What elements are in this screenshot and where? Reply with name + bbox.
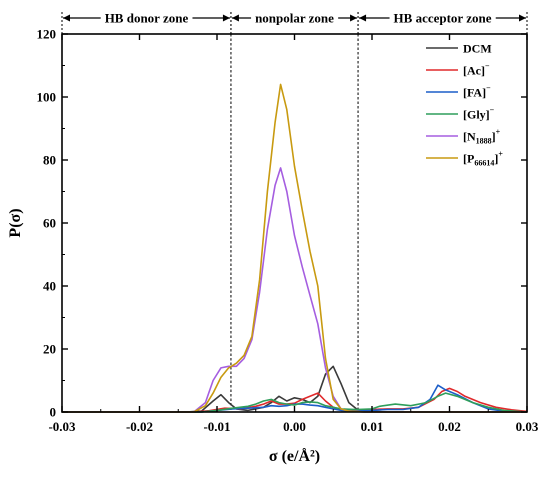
- zone-arrow-head-left: [231, 14, 239, 22]
- series-line-dcm: [62, 365, 527, 413]
- zone-label-bg: [100, 10, 193, 26]
- axis-layer: -0.03 -0.02 -0.01 0.00 0.01 0.02 0.03 0 20 40 60 80…: [7, 27, 539, 466]
- y-tick-label: 60: [43, 216, 56, 231]
- x-tick-label: -0.03: [48, 419, 76, 434]
- legend-label: [Gly]−: [463, 106, 495, 122]
- legend-label: DCM: [463, 42, 492, 56]
- zone-label: HB donor zone: [105, 11, 189, 26]
- zone-label-bg: [389, 10, 496, 26]
- zone-layer: HB donor zone nonpolar zone HB acceptor zo…: [61, 10, 528, 412]
- series-line-n: [62, 167, 527, 413]
- y-tick-label: 0: [50, 405, 57, 420]
- zone-arrow-head-left: [359, 14, 367, 22]
- y-axis-title: P(σ): [7, 208, 24, 237]
- plot-frame: [61, 33, 528, 413]
- legend-label: [N1888]+: [463, 128, 501, 146]
- x-tick-label: 0.02: [438, 419, 461, 434]
- zone-arrow-head-right: [350, 14, 358, 22]
- y-tick-label: 20: [43, 342, 56, 357]
- zone-label: HB acceptor zone: [394, 11, 492, 26]
- y-tick-label: 80: [43, 153, 56, 168]
- x-tick-label: -0.01: [203, 419, 230, 434]
- x-tick-label: 0.01: [361, 419, 384, 434]
- legend-label: [P66614]+: [463, 150, 503, 168]
- x-tick-label: 0.03: [516, 419, 539, 434]
- series-line-fa: [62, 384, 528, 413]
- zone-arrow-head-right: [519, 14, 526, 22]
- legend-label: [Ac]−: [463, 62, 490, 78]
- zone-label-bg: [251, 10, 339, 26]
- series-line-p: [62, 83, 527, 413]
- y-tick-label: 100: [37, 90, 57, 105]
- legend: DCM [Ac]− [FA]− [Gly]− [N1888]+ [P66614]+: [426, 42, 503, 168]
- zone-label: nonpolar zone: [255, 11, 334, 26]
- zone-arrow-head-right: [222, 14, 230, 22]
- y-tick-label: 120: [37, 27, 57, 42]
- legend-label: [FA]−: [463, 84, 491, 100]
- zone-arrow-head-left: [63, 14, 70, 22]
- series-line-gly: [62, 392, 528, 413]
- y-tick-label: 40: [43, 279, 56, 294]
- x-axis-title: σ (e/Å²): [269, 447, 320, 465]
- series-layer: [62, 83, 528, 413]
- x-tick-label: 0.00: [283, 419, 306, 434]
- x-tick-label: -0.02: [126, 419, 153, 434]
